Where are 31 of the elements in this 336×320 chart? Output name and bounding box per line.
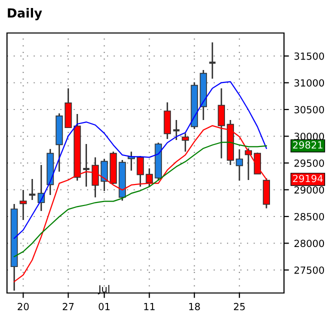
annotation: Jul <box>98 284 110 294</box>
chart-title: Daily <box>8 8 42 20</box>
y-tick-label: 31000 <box>294 79 324 87</box>
y-tick-label: 28500 <box>294 212 324 220</box>
candlestick <box>172 119 181 141</box>
line-series <box>14 81 267 239</box>
x-tick-label: 27 <box>62 302 74 310</box>
candlestick <box>28 178 36 201</box>
candlestick <box>164 102 171 140</box>
y-tick-label: 29000 <box>294 186 324 194</box>
x-tick-label: 01 <box>98 302 110 310</box>
text: 29821 <box>293 141 322 149</box>
y-tick-label: 30500 <box>294 106 324 114</box>
x-tick-label: 25 <box>234 302 245 310</box>
candlestick <box>182 132 189 152</box>
y-tick-label: 28000 <box>294 240 324 248</box>
line-series <box>14 142 267 258</box>
y-tick-label: 29500 <box>294 159 324 167</box>
y-tick-label: 31500 <box>294 52 324 60</box>
candlestick <box>254 152 261 175</box>
candlestick <box>208 42 217 80</box>
x-tick-label: 18 <box>189 302 200 310</box>
y-tick-label: 27500 <box>294 266 324 274</box>
text: 29194 <box>293 174 323 182</box>
candlestick <box>146 168 153 188</box>
candlestick <box>20 189 27 221</box>
candlestick <box>82 143 90 188</box>
candlestick <box>136 155 144 188</box>
candlestick <box>236 148 243 182</box>
x-tick-label: 11 <box>144 303 155 310</box>
x-tick-label: 20 <box>18 302 29 310</box>
